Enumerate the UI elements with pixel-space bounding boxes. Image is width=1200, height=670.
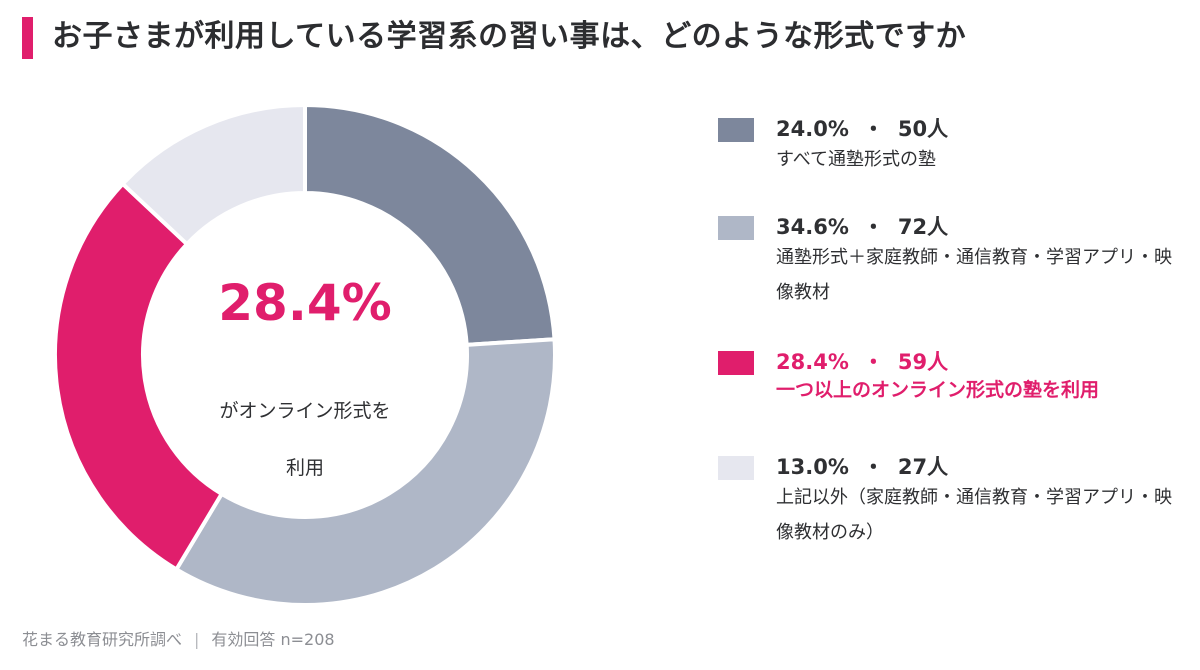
footer-divider: | — [194, 630, 200, 649]
title-accent-bar — [22, 17, 33, 59]
donut-chart — [53, 102, 557, 607]
legend-label: 上記以外（家庭教師・通信教育・学習アプリ・映像教材のみ） — [776, 487, 1172, 543]
legend-stat: 28.4% ・ 59人 — [776, 348, 948, 376]
footer-respondents: 有効回答 n=208 — [211, 630, 335, 649]
legend-swatch — [718, 456, 754, 480]
legend-percent: 28.4% — [776, 350, 849, 374]
center-highlight-value: 28.4% — [218, 274, 392, 332]
legend-swatch — [718, 118, 754, 142]
slice-online — [53, 181, 225, 573]
legend-percent: 13.0% — [776, 455, 849, 479]
legend-percent: 34.6% — [776, 215, 849, 239]
legend-separator: ・ — [862, 455, 884, 479]
center-caption-line-1: がオンライン形式を — [219, 400, 391, 422]
slice-cram-plus-other — [173, 337, 557, 607]
legend-stat: 34.6% ・ 72人 — [776, 213, 948, 241]
legend-stat: 13.0% ・ 27人 — [776, 453, 948, 481]
legend-label: すべて通塾形式の塾 — [776, 149, 937, 170]
legend-swatch — [718, 351, 754, 375]
page-title: お子さまが利用している学習系の習い事は、どのような形式ですか — [52, 19, 967, 54]
legend-count: 72人 — [897, 215, 949, 239]
legend-count: 59人 — [897, 350, 949, 374]
center-caption-line-2: 利用 — [285, 457, 324, 479]
legend-count: 50人 — [897, 117, 949, 141]
slice-other — [119, 102, 307, 247]
legend-percent: 24.0% — [776, 117, 849, 141]
legend-label: 一つ以上のオンライン形式の塾を利用 — [776, 379, 1100, 401]
legend-stat: 24.0% ・ 50人 — [776, 115, 948, 143]
legend-label: 通塾形式＋家庭教師・通信教育・学習アプリ・映像教材 — [776, 247, 1172, 303]
legend-count: 27人 — [897, 455, 949, 479]
legend-swatch — [718, 216, 754, 240]
source-footer: 花まる教育研究所調べ | 有効回答 n=208 — [22, 626, 335, 650]
footer-source: 花まる教育研究所調べ — [22, 630, 183, 649]
legend-separator: ・ — [862, 215, 884, 239]
legend-separator: ・ — [862, 350, 884, 374]
slice-all-cram-school — [303, 102, 557, 347]
legend-separator: ・ — [862, 117, 884, 141]
